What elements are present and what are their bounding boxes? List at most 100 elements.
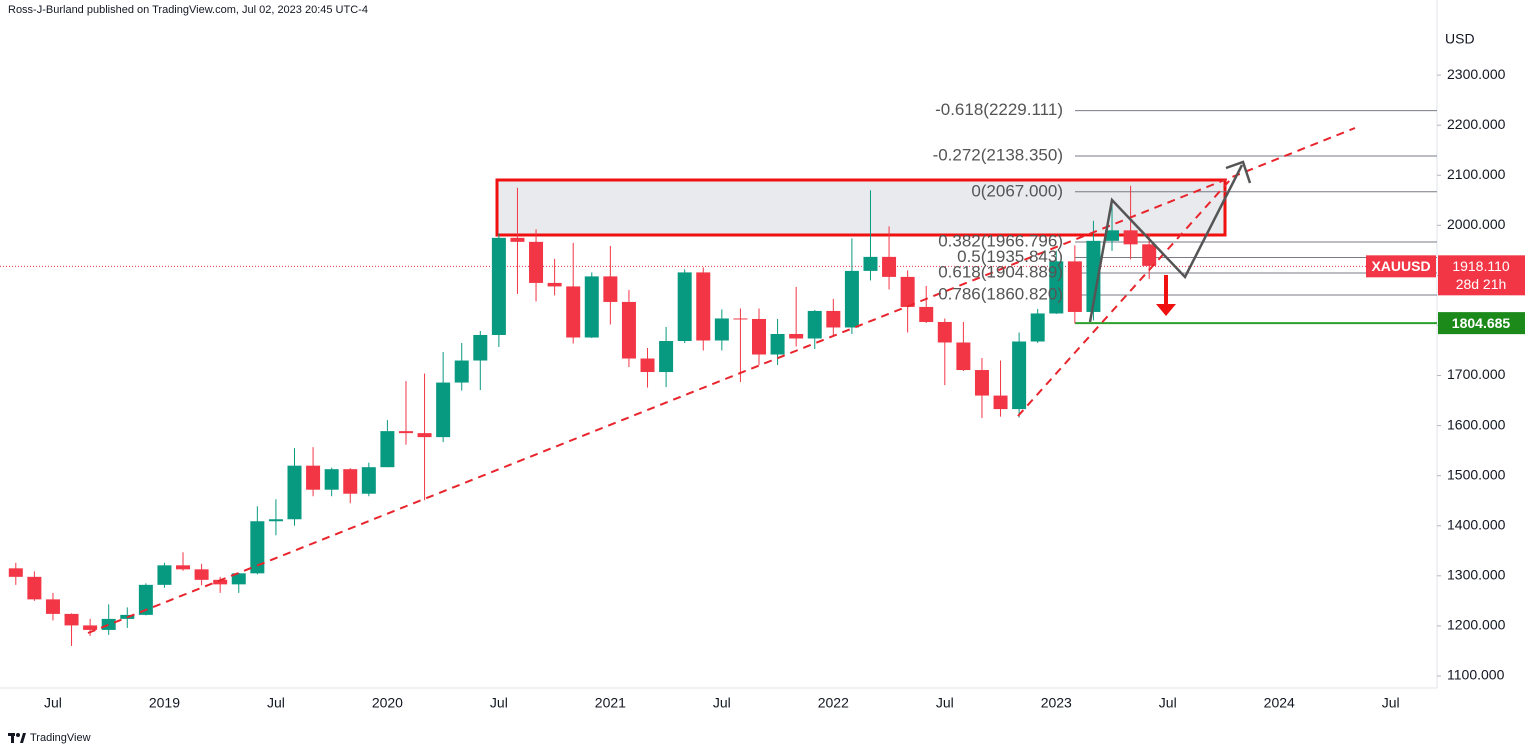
symbol-label: XAUUSD xyxy=(1371,258,1430,274)
y-tick-label: 1500.000 xyxy=(1447,466,1506,482)
x-tick-label: Jul xyxy=(44,695,62,711)
candle-body xyxy=(919,306,934,322)
fib-label: -0.272(2138.350) xyxy=(933,146,1063,165)
candle-body xyxy=(547,282,562,287)
candle-body xyxy=(621,301,636,359)
candle-body xyxy=(529,241,544,283)
trendline xyxy=(87,127,1356,634)
candle-body xyxy=(1086,240,1101,312)
support-label: 1804.685 xyxy=(1452,315,1511,331)
candle-body xyxy=(956,342,971,371)
x-tick-label: 2022 xyxy=(818,695,849,711)
x-tick-label: 2021 xyxy=(595,695,626,711)
marks xyxy=(0,110,1437,646)
candle-body xyxy=(8,568,23,577)
logo xyxy=(8,733,26,743)
x-tick-label: 2023 xyxy=(1041,695,1072,711)
countdown: 28d 21h xyxy=(1456,276,1507,292)
candle-body xyxy=(101,618,116,630)
candle-body xyxy=(157,565,172,585)
candle-body xyxy=(268,519,283,522)
fib-label: 0.5(1935.843) xyxy=(957,247,1063,266)
candle-body xyxy=(1049,261,1064,314)
y-tick-label: 1700.000 xyxy=(1447,366,1506,382)
candle-body xyxy=(603,276,618,302)
candle-body xyxy=(733,318,748,320)
candle-body xyxy=(83,625,98,630)
candle-body xyxy=(398,431,413,434)
x-tick-label: Jul xyxy=(490,695,508,711)
candle-body xyxy=(343,469,358,494)
candle-body xyxy=(900,276,915,307)
footer: TradingView xyxy=(8,732,91,744)
candle-body xyxy=(770,333,785,355)
candle-body xyxy=(752,318,766,355)
candle-body xyxy=(361,467,376,494)
resistance-zone xyxy=(495,178,1227,237)
fib-label: 0.618(1904.889) xyxy=(938,262,1063,281)
candle-body xyxy=(789,333,804,339)
publisher: Ross-J-Burland published on TradingView.… xyxy=(8,4,368,16)
x-tick-label: 2020 xyxy=(372,695,403,711)
candle-body xyxy=(287,465,302,520)
x-tick-label: Jul xyxy=(713,695,731,711)
candle-body xyxy=(714,318,729,341)
fib-label: 0.382(1966.796) xyxy=(938,231,1063,250)
projection-path xyxy=(1088,164,1244,323)
candle-body xyxy=(454,360,469,383)
fib-label: 0.786(1860.820) xyxy=(938,285,1063,304)
y-tick-label: 2200.000 xyxy=(1447,116,1506,132)
y-tick-label: 1200.000 xyxy=(1447,617,1506,633)
candle-body xyxy=(1142,244,1157,266)
candle-body xyxy=(566,286,581,338)
x-tick-label: Jul xyxy=(267,695,285,711)
candle-body xyxy=(659,340,674,373)
y-tick-label: 2300.000 xyxy=(1447,66,1506,82)
x-tick-label: 2024 xyxy=(1264,695,1295,711)
last-price-label: 1918.110 xyxy=(1452,258,1510,274)
candle-body xyxy=(324,469,339,490)
candle-body xyxy=(882,256,897,277)
candle-body xyxy=(176,565,191,570)
y-tick-label: 1400.000 xyxy=(1447,516,1506,532)
candle-body xyxy=(584,276,599,338)
candle-body xyxy=(826,310,841,328)
candle-body xyxy=(417,433,432,438)
candle-body xyxy=(306,465,321,490)
trendline xyxy=(1017,179,1231,417)
symbol-badge xyxy=(1366,255,1436,278)
fib-label: 0(2067.000) xyxy=(971,181,1063,200)
x-tick-label: 2019 xyxy=(149,695,180,711)
support-badge xyxy=(1438,312,1525,335)
candle-body xyxy=(807,310,822,339)
candle-body xyxy=(213,579,228,585)
fib-label: -0.618(2229.111) xyxy=(935,100,1063,119)
y-tick-label: 1600.000 xyxy=(1447,416,1506,432)
candle-body xyxy=(696,272,711,341)
y-tick-label: 1100.000 xyxy=(1447,667,1505,683)
candle-body xyxy=(1012,341,1027,410)
candle-body xyxy=(64,613,79,626)
candle-body xyxy=(844,270,859,328)
x-tick-label: Jul xyxy=(936,695,954,711)
candle-body xyxy=(993,395,1008,410)
candle-body xyxy=(937,321,952,343)
y-tick-label: 2000.000 xyxy=(1447,216,1506,232)
candle-body xyxy=(491,237,506,335)
arrow-head xyxy=(1225,160,1252,184)
candle-body xyxy=(1030,313,1045,342)
price-badge xyxy=(1438,255,1525,296)
candle-body xyxy=(27,576,42,600)
candle-body xyxy=(45,599,60,614)
candle-body xyxy=(473,334,488,361)
candle-body xyxy=(436,382,451,438)
candle-body xyxy=(138,584,153,615)
x-tick-label: Jul xyxy=(1382,695,1400,711)
x-tick-label: Jul xyxy=(1159,695,1177,711)
candle-body xyxy=(677,272,692,341)
candle-body xyxy=(380,431,395,468)
candle-body xyxy=(250,521,265,574)
down-arrow-head xyxy=(1156,304,1176,316)
brand: TradingView xyxy=(30,732,91,744)
y-tick-label: 1300.000 xyxy=(1447,567,1506,583)
